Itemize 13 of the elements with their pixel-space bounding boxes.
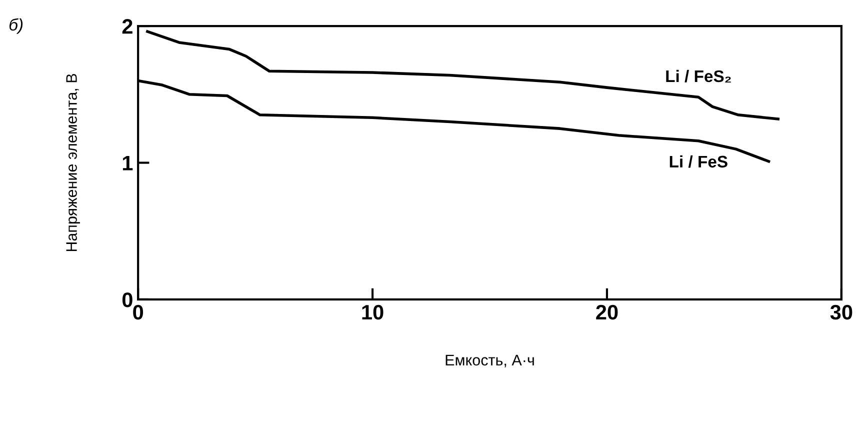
x-tick-label: 0 xyxy=(133,304,144,320)
x-tick-label: 20 xyxy=(596,304,618,320)
x-tick-label: 10 xyxy=(362,304,384,320)
y-axis-title: Напряжение элемента, В xyxy=(66,74,80,252)
x-axis-title: Емкость, А·ч xyxy=(446,354,534,368)
line-series xyxy=(146,30,780,120)
y-tick-label: 2 xyxy=(122,19,132,34)
series-label: Li / FeS₂ xyxy=(666,70,731,83)
y-tick-label: 0 xyxy=(122,292,132,308)
x-tick-label: 30 xyxy=(830,304,852,320)
chart-title: б) xyxy=(9,18,23,34)
y-tick-label: 1 xyxy=(122,156,133,170)
series-label: Li / FeS xyxy=(670,155,728,168)
